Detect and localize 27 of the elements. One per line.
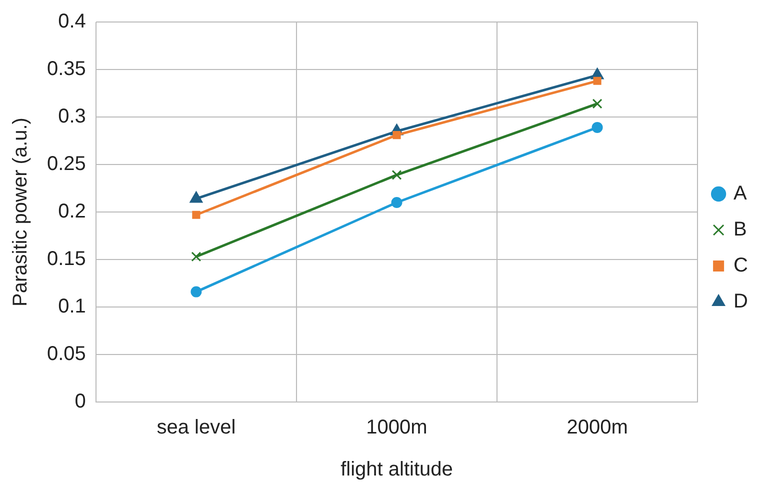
point <box>391 197 402 208</box>
y-tick-label: 0.4 <box>58 10 86 33</box>
legend-label: A <box>734 182 748 205</box>
y-tick-label: 0.15 <box>46 248 86 270</box>
y-tick-label: 0.1 <box>58 296 86 318</box>
x-axis-title: flight altitude <box>340 458 453 481</box>
y-tick-label: 0.25 <box>46 153 86 176</box>
point <box>592 122 603 133</box>
legend-label: D <box>734 290 748 313</box>
x-tick-label: 2000m <box>566 416 628 439</box>
point <box>190 286 202 298</box>
y-tick-label: 0.3 <box>58 106 86 128</box>
point <box>392 170 402 180</box>
y-axis-title: Parasitic power (a.u.) <box>10 118 32 306</box>
point <box>592 98 602 109</box>
point <box>593 76 602 85</box>
legend-label: B <box>734 218 747 241</box>
y-tick-label: 0.2 <box>58 200 86 223</box>
y-tick-label: 0.05 <box>46 343 86 366</box>
point <box>191 252 202 262</box>
x-tick-label: sea level <box>156 416 236 439</box>
x-tick-label: 1000m <box>366 416 428 439</box>
point <box>392 131 401 140</box>
point <box>192 210 200 219</box>
y-tick-label: 0 <box>74 390 86 413</box>
legend-label: C <box>734 254 748 277</box>
y-tick-label: 0.35 <box>46 58 86 80</box>
